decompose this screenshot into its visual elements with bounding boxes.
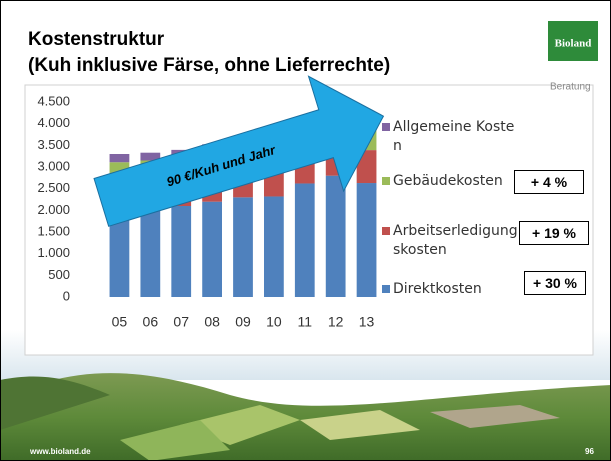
y-tick-label: 2.000	[37, 202, 70, 217]
bar-segment	[202, 202, 222, 297]
legend-label: Gebäudekosten	[393, 173, 503, 189]
x-tick-label: 11	[298, 314, 313, 330]
x-tick-label: 06	[143, 314, 159, 330]
legend-label: Allgemeine Kosten	[393, 119, 514, 154]
legend-swatch	[382, 227, 390, 235]
legend-label: Arbeitserledigungskosten	[393, 223, 518, 258]
x-tick-label: 05	[112, 314, 128, 330]
bar-segment	[295, 183, 315, 297]
x-tick-label: 07	[173, 314, 189, 330]
bar-segment	[110, 154, 130, 162]
annotation-box: + 30 %	[524, 271, 586, 295]
bar-segment	[326, 176, 346, 297]
bar-segment	[264, 196, 284, 297]
annotation-box: + 19 %	[519, 221, 589, 245]
bar-segment	[233, 197, 253, 297]
x-tick-label: 10	[266, 314, 282, 330]
y-tick-label: 2.500	[37, 180, 70, 195]
slide: Kostenstruktur (Kuh inklusive Färse, ohn…	[0, 0, 611, 461]
bar-segment	[357, 183, 377, 297]
bar-segment	[140, 208, 160, 297]
y-tick-label: 4.000	[37, 115, 70, 130]
y-tick-label: 3.000	[37, 158, 70, 173]
y-tick-label: 500	[48, 267, 70, 282]
chart-title: Kostenstruktur	[28, 29, 165, 50]
y-tick-label: 1.000	[37, 245, 70, 260]
y-tick-label: 0	[63, 288, 70, 303]
page-number: 96	[585, 447, 594, 456]
legend-item: Allgemeine Kosten	[393, 118, 521, 156]
chart-subtitle: (Kuh inklusive Färse, ohne Lieferrechte)	[28, 55, 390, 76]
legend-swatch	[382, 177, 390, 185]
annotation-box: + 4 %	[514, 170, 584, 194]
legend-item: Direktkosten	[393, 280, 521, 299]
legend-label: Direktkosten	[393, 281, 482, 297]
legend-item: Arbeitserledigungskosten	[393, 222, 521, 260]
x-tick-label: 13	[359, 314, 375, 330]
legend-swatch	[382, 285, 390, 293]
logo-subtext: Beratung	[550, 82, 591, 93]
bar-segment	[171, 206, 191, 297]
legend-swatch	[382, 123, 390, 131]
legend-item: Gebäudekosten	[393, 172, 521, 191]
x-tick-label: 12	[328, 314, 344, 330]
y-tick-label: 4.500	[37, 93, 70, 108]
x-tick-label: 08	[204, 314, 220, 330]
x-tick-label: 09	[235, 314, 251, 330]
footer-url: www.bioland.de	[29, 447, 91, 456]
y-tick-label: 3.500	[37, 137, 70, 152]
y-tick-label: 1.500	[37, 223, 70, 238]
logo-text: Bioland	[555, 38, 592, 50]
